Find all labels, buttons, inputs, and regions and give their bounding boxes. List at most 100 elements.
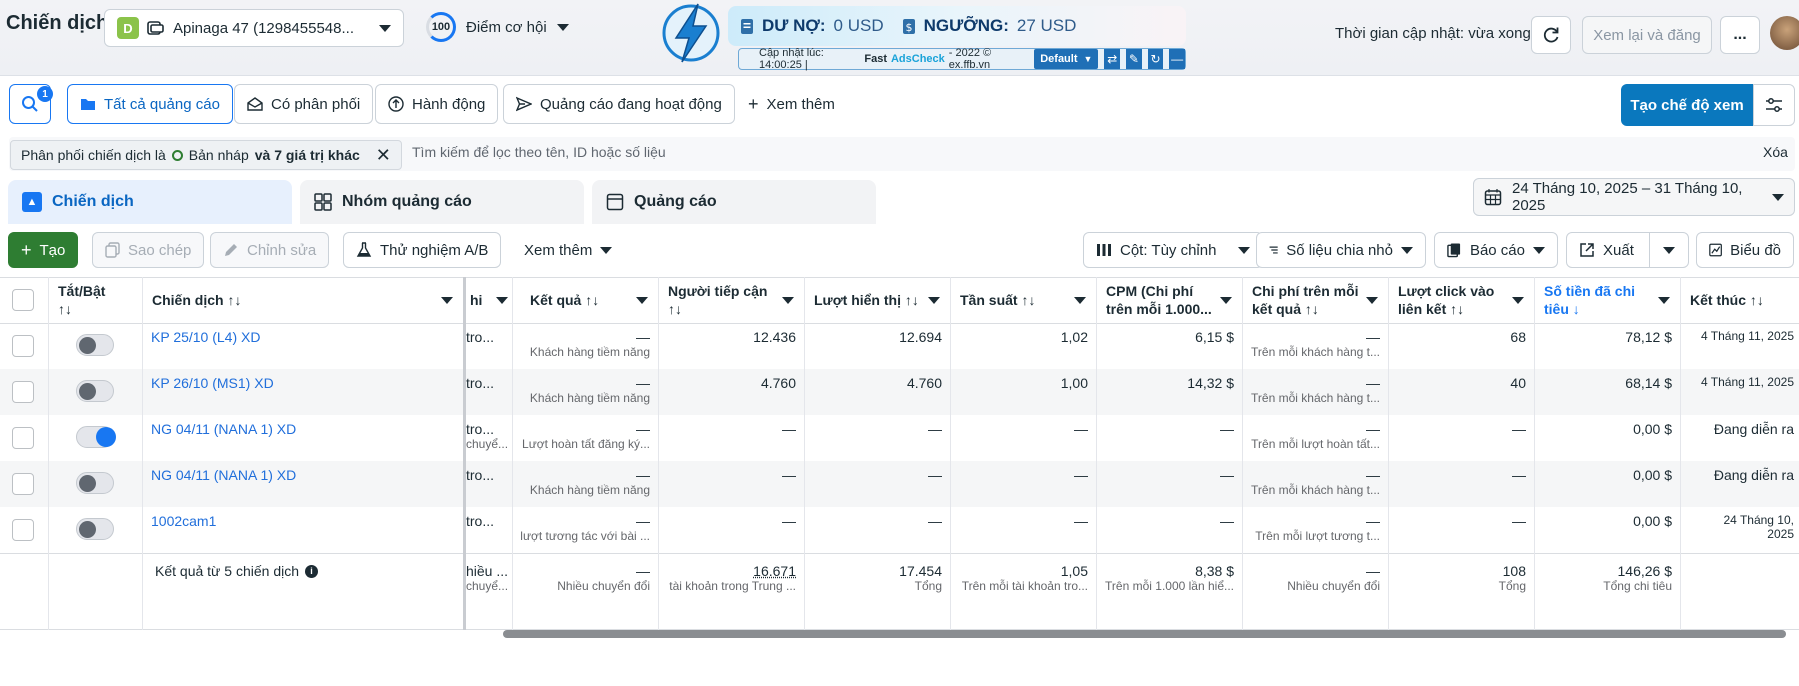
cell-amount-spent: 0,00 $ [1534,467,1672,483]
horizontal-scrollbar[interactable] [503,630,1786,638]
row-toggle[interactable] [76,472,114,494]
header-impressions[interactable]: Lượt hiển thị ↑↓ [804,291,950,309]
duplicate-button[interactable]: Sao chép [92,232,204,268]
tab-campaigns[interactable]: ▲ Chiến dịch [8,180,292,224]
create-button[interactable]: + Tạo [8,232,78,268]
export-button[interactable]: Xuất [1566,232,1650,268]
summary-impressions: 17.454 Tổng [804,563,942,593]
filter-all-ads[interactable]: Tất cả quảng cáo [67,84,233,124]
charts-button[interactable]: Biểu đồ [1696,232,1794,268]
header-amount-spent[interactable]: Số tiền đã chi tiêu ↓ [1534,282,1680,318]
cell-value: — [1242,467,1380,483]
header-clipped[interactable]: hi [466,291,512,309]
header-label: kết quả ↑↓ [1252,301,1319,317]
refresh-icon[interactable]: ↻ [1148,49,1164,69]
header-reach[interactable]: Người tiếp cận ↑↓ [658,282,804,318]
campaign-table: Tắt/Bật ↑↓ Chiến dịch ↑↓ hi Kết quả ↑↓ N… [0,277,1799,630]
edit-button[interactable]: Chỉnh sửa [210,232,329,268]
filter-actions[interactable]: Hành động [375,84,498,124]
header-results[interactable]: Kết quả ↑↓ [512,291,658,309]
clear-filters-button[interactable]: Xóa [1763,144,1788,160]
row-checkbox[interactable] [12,519,34,541]
filter-see-more[interactable]: + Xem thêm [735,84,848,124]
row-checkbox[interactable] [12,335,34,357]
chevron-down-icon [1238,247,1250,254]
header-label: Lượt hiển thị ↑↓ [814,291,919,309]
cell-value: tro... [466,329,508,345]
header-cost-per-result[interactable]: Chi phí trên mỗi kết quả ↑↓ [1242,282,1388,318]
campaign-name-link[interactable]: 1002cam1 [151,513,216,529]
campaign-name-link[interactable]: KP 26/10 (MS1) XD [151,375,274,391]
row-toggle[interactable] [76,334,114,356]
review-publish-button[interactable]: Xem lại và đăng [1582,16,1712,54]
campaign-name-link[interactable]: NG 04/11 (NANA 1) XD [151,421,296,437]
header-label: CPM (Chi phí [1106,283,1193,299]
shuffle-icon[interactable]: ⇄ [1104,49,1120,69]
header-label-wrap: Người tiếp cận ↑↓ [668,282,767,318]
columns-icon [1096,243,1112,257]
edit-icon[interactable]: ✎ [1126,49,1142,69]
col-sep [48,277,49,630]
breakdown-button[interactable]: Số liệu chia nhỏ [1256,232,1426,268]
debt-panel: DƯ NỢ: 0 USD $ NGƯỠNG: 27 USD [728,6,1186,46]
create-view-button[interactable]: Tạo chế độ xem [1621,84,1753,126]
campaign-name-link[interactable]: KP 25/10 (L4) XD [151,329,260,345]
cell-link-clicks: — [1388,421,1526,437]
row-toggle[interactable] [76,380,114,402]
avatar[interactable] [1770,16,1799,50]
header-ends[interactable]: Kết thúc ↑↓ [1680,291,1799,309]
cell-value: — [512,513,650,529]
profile-select[interactable]: Default ▼ [1034,49,1098,69]
view-settings-button[interactable] [1753,84,1795,126]
header-label: hi [470,291,482,309]
row-checkbox[interactable] [12,427,34,449]
cell-amount-spent: 68,14 $ [1534,375,1672,391]
cell-reach: — [658,421,796,437]
cell-cost-per-result: — Trên mỗi khách hàng t... [1242,467,1380,497]
header-frequency[interactable]: Tần suất ↑↓ [950,291,1096,309]
summary-value: hiều ... [466,563,508,579]
close-icon[interactable]: ✕ [376,145,391,166]
filter-delivering[interactable]: Có phân phối [234,84,373,124]
cell-value: 68 [1388,329,1526,345]
active-filter-chip[interactable]: Phân phối chiến dịch là Bản nháp và 7 gi… [10,140,402,170]
ab-test-button[interactable]: Thử nghiệm A/B [343,232,501,268]
filter-count-badge: 1 [37,86,53,102]
cell-amount-spent: 0,00 $ [1534,421,1672,437]
campaign-name-link[interactable]: NG 04/11 (NANA 1) XD [151,467,296,483]
columns-button[interactable]: Cột: Tùy chỉnh [1083,232,1263,268]
ad-account-icon [147,20,165,36]
calendar-icon [1484,188,1502,206]
opportunity-score[interactable]: 100 Điểm cơ hội [426,12,569,42]
chevron-down-icon [1663,247,1675,254]
date-range-picker[interactable]: 24 Tháng 10, 2025 – 31 Tháng 10, 2025 [1473,178,1795,216]
cell-impressions: — [804,513,942,529]
header-toggle[interactable]: Tắt/Bật ↑↓ [48,282,142,318]
summary-reach: 16.671 tài khoản trong Trung ... [658,563,796,593]
cell-impressions: 12.694 [804,329,942,345]
toggle-knob [79,337,96,354]
info-icon[interactable]: i [305,565,318,578]
row-checkbox[interactable] [12,473,34,495]
select-all-checkbox[interactable] [12,289,34,311]
minimize-icon[interactable]: — [1169,49,1185,69]
account-selector[interactable]: D Apinaga 47 (1298455548... [104,9,404,47]
filter-active-ads[interactable]: Quảng cáo đang hoạt động [503,84,735,124]
header-campaign[interactable]: Chiến dịch ↑↓ [142,291,463,309]
toolbar-see-more[interactable]: Xem thêm [511,232,625,268]
row-toggle[interactable] [76,426,114,448]
export-dropdown[interactable] [1649,232,1689,268]
cell-ends: 4 Tháng 11, 2025 [1680,329,1794,343]
row-toggle[interactable] [76,518,114,540]
search-input[interactable]: Tìm kiếm để lọc theo tên, ID hoặc số liệ… [412,144,666,160]
refresh-button[interactable] [1531,16,1571,54]
header-cpm[interactable]: CPM (Chi phí trên mỗi 1.000... [1096,282,1242,318]
header-link-clicks[interactable]: Lượt click vào liên kết ↑↓ [1388,282,1534,318]
cell-cpm: — [1096,513,1234,529]
row-checkbox[interactable] [12,381,34,403]
summary-sub: Nhiều chuyển đổi [512,579,650,593]
tab-ads[interactable]: Quảng cáo [592,180,876,224]
reports-button[interactable]: Báo cáo [1434,232,1558,268]
tab-ad-sets[interactable]: Nhóm quảng cáo [300,180,584,224]
more-button[interactable]: ... [1720,16,1760,54]
